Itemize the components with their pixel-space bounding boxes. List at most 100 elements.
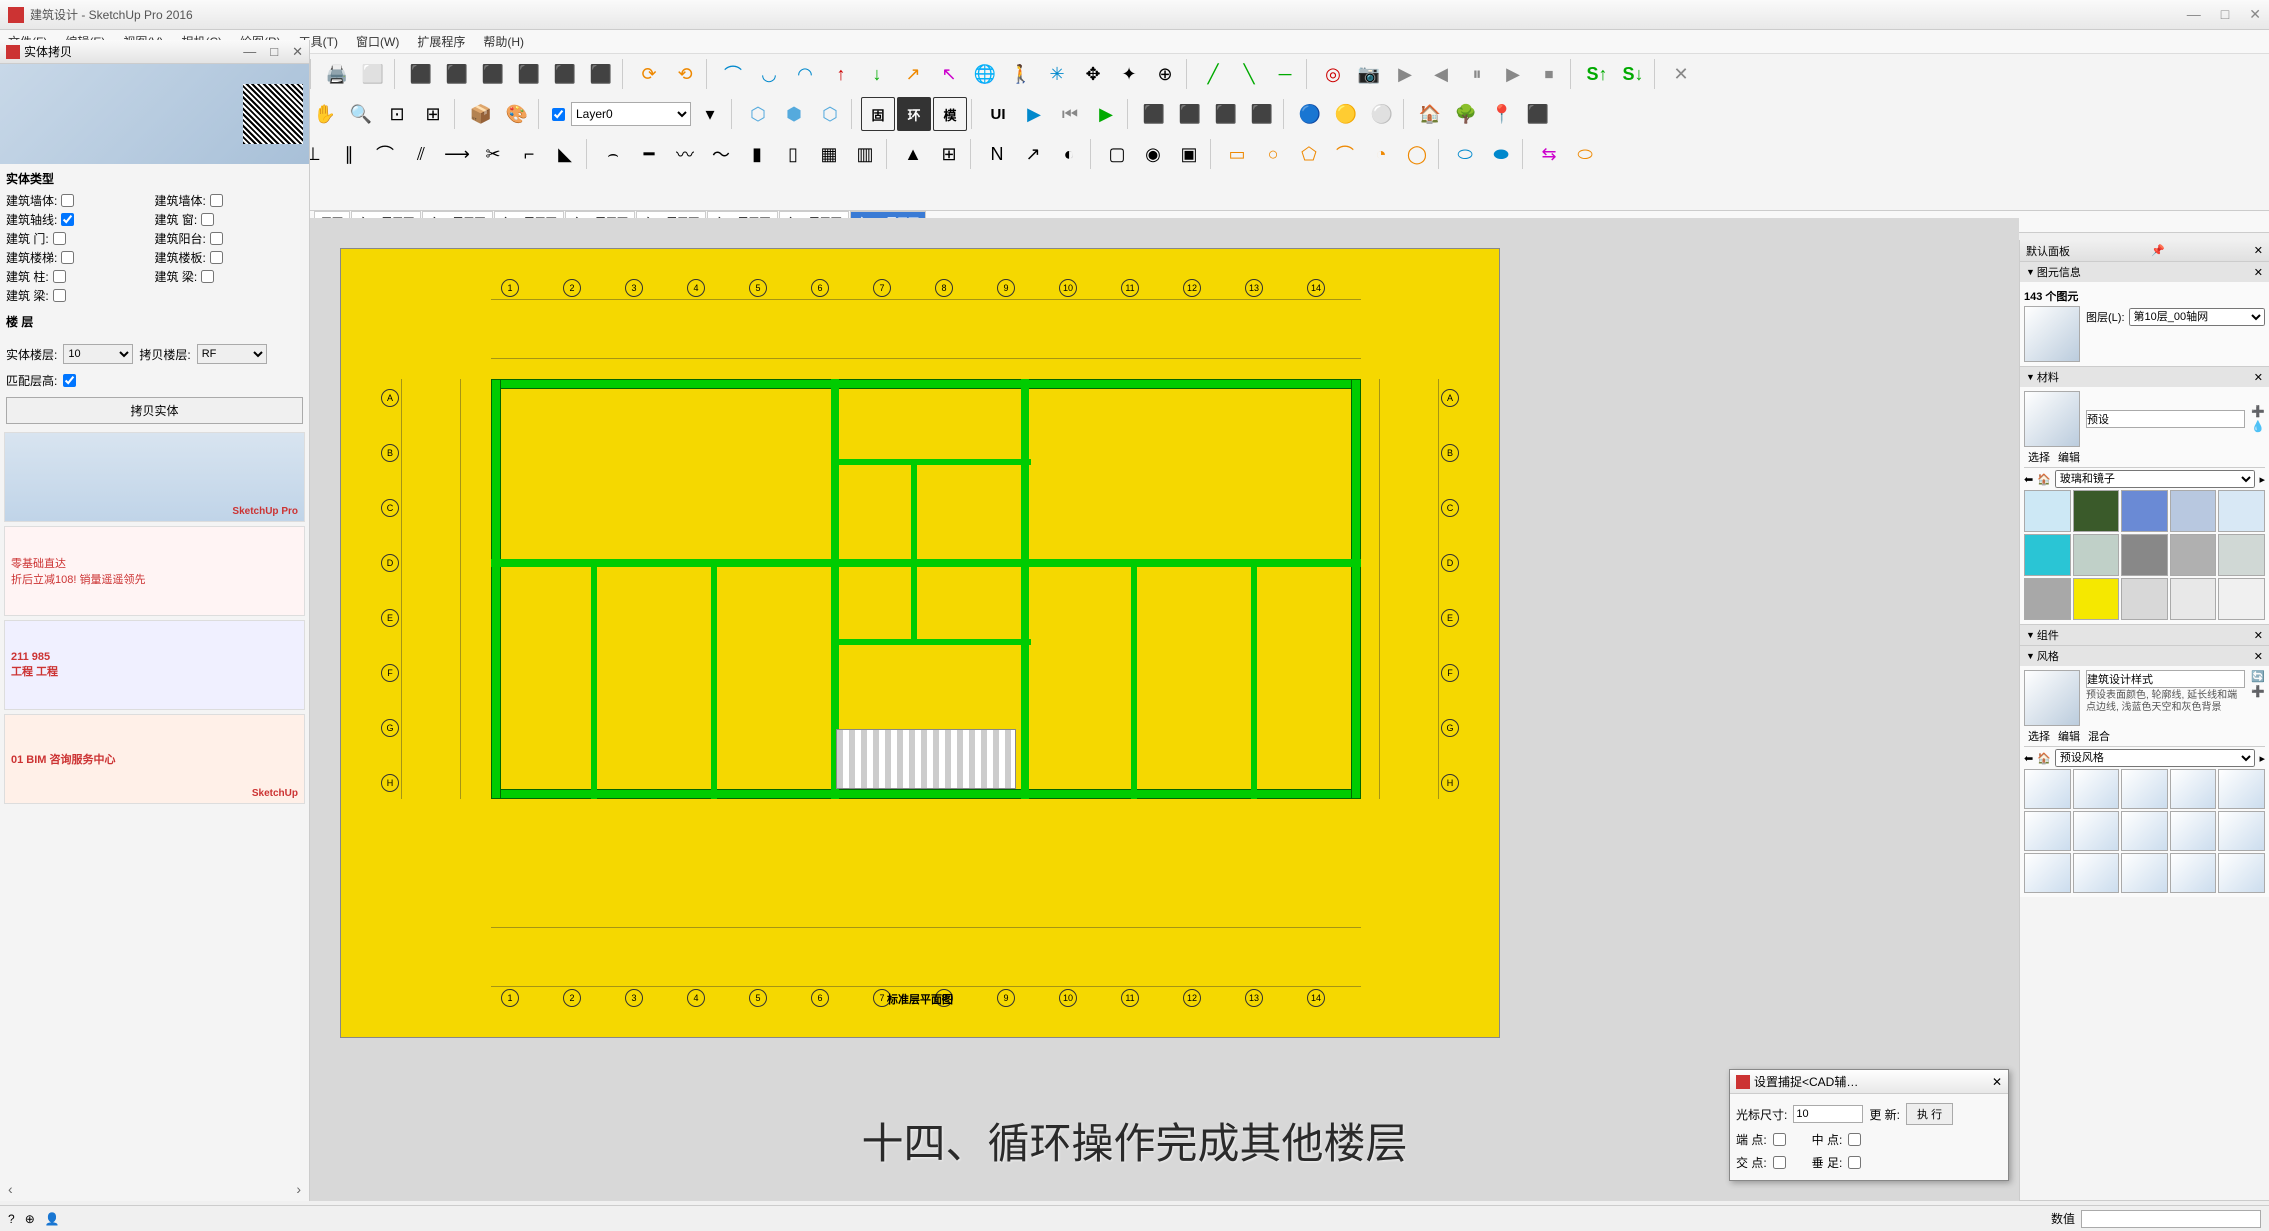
close-icon[interactable]: ✕ — [2254, 650, 2263, 663]
menu-help[interactable]: 帮助(H) — [483, 33, 524, 50]
home-icon[interactable]: 🏠 — [2037, 473, 2051, 486]
tool-tree[interactable]: 🌳 — [1449, 97, 1483, 131]
tool-globe[interactable]: 🌐 — [968, 57, 1002, 91]
style-swatch[interactable] — [2073, 853, 2120, 893]
tool-extend[interactable]: ⟶ — [440, 137, 474, 171]
style-tab-mix[interactable]: 混合 — [2088, 728, 2110, 744]
style-swatch[interactable] — [2121, 769, 2168, 809]
close-button[interactable]: ✕ — [2249, 6, 2261, 23]
tool-shape-poly[interactable]: ⬠ — [1292, 137, 1326, 171]
style-swatch[interactable] — [2170, 769, 2217, 809]
tool-component[interactable]: 📦 — [464, 97, 498, 131]
back-icon[interactable]: ⬅ — [2024, 473, 2033, 486]
tool-north[interactable]: N — [980, 137, 1014, 171]
menu-extensions[interactable]: 扩展程序 — [417, 33, 465, 50]
copy-entity-button[interactable]: 拷贝实体 — [6, 397, 303, 424]
tool-free1[interactable]: ⬭ — [1448, 137, 1482, 171]
material-library-select[interactable]: 玻璃和镜子 — [2055, 470, 2256, 488]
entity-info-title[interactable]: 图元信息 ✕ — [2020, 262, 2269, 282]
menu-window[interactable]: 窗口(W) — [356, 33, 399, 50]
tool-shape-ring[interactable]: ◯ — [1400, 137, 1434, 171]
tray-close[interactable]: ✕ — [2254, 244, 2263, 257]
close-icon[interactable]: ✕ — [2254, 266, 2263, 279]
ad-block[interactable]: 211 985 工程 工程 — [4, 620, 305, 710]
tool-box4[interactable]: ⬛ — [1245, 97, 1279, 131]
chk-door[interactable] — [53, 232, 66, 245]
style-swatch[interactable] — [2024, 811, 2071, 851]
back-icon[interactable]: ⬅ — [2024, 752, 2033, 765]
tool-btn-huan[interactable]: 环 — [897, 97, 931, 131]
material-swatch[interactable] — [2024, 578, 2071, 620]
home-icon[interactable]: 🏠 — [2037, 752, 2051, 765]
style-library-select[interactable]: 预设风格 — [2055, 749, 2256, 767]
material-swatch[interactable] — [2073, 490, 2120, 532]
material-swatch[interactable] — [2170, 578, 2217, 620]
material-swatch[interactable] — [2024, 490, 2071, 532]
tool-rewind[interactable]: ⏮ — [1053, 97, 1087, 131]
tool-free2[interactable]: ⬬ — [1484, 137, 1518, 171]
chk-beam[interactable] — [53, 289, 66, 302]
close-icon[interactable]: ✕ — [2254, 371, 2263, 384]
tool-3d2[interactable]: ⬢ — [777, 97, 811, 131]
tool-arrow-down[interactable]: ↓ — [860, 57, 894, 91]
scroll-right[interactable]: › — [296, 1181, 301, 1201]
tool-line3[interactable]: ─ — [1268, 57, 1302, 91]
tool-close-x[interactable]: ✕ — [1664, 57, 1698, 91]
mat-tab-select[interactable]: 选择 — [2028, 449, 2050, 465]
tool-next[interactable]: ▶ — [1496, 57, 1530, 91]
tool-cube-green[interactable]: ⬛ — [1521, 97, 1555, 131]
panel-min[interactable]: — — [243, 44, 256, 60]
material-swatch[interactable] — [2170, 490, 2217, 532]
tool-display3[interactable]: ▣ — [1172, 137, 1206, 171]
style-tab-edit[interactable]: 编辑 — [2058, 728, 2080, 744]
ad-block[interactable]: 01 BIM 咨询服务中心 SketchUp — [4, 714, 305, 804]
tool-pan[interactable]: ✋ — [308, 97, 342, 131]
tool-camera-icon[interactable]: 📷 — [1352, 57, 1386, 91]
tool-top[interactable]: ⬛ — [440, 57, 474, 91]
chk-beam2[interactable] — [201, 270, 214, 283]
tool-shape-pie[interactable]: ◔ — [1364, 137, 1398, 171]
chk-stair[interactable] — [61, 251, 74, 264]
style-swatch[interactable] — [2170, 811, 2217, 851]
tool-sphere3[interactable]: ⚪ — [1365, 97, 1399, 131]
tool-chamfer[interactable]: ◣ — [548, 137, 582, 171]
cursor-size-input[interactable] — [1793, 1105, 1863, 1123]
tool-spline[interactable]: ～ — [704, 137, 738, 171]
tool-target[interactable]: ◎ — [1316, 57, 1350, 91]
material-name-input[interactable] — [2086, 410, 2245, 428]
tool-line1[interactable]: ╱ — [1196, 57, 1230, 91]
chk-wall2[interactable] — [210, 194, 223, 207]
tool-compass[interactable]: ⊕ — [1148, 57, 1182, 91]
user-icon[interactable]: 👤 — [45, 1212, 60, 1226]
snap-settings-dialog[interactable]: 设置捕捉<CAD辅… ✕ 光标尺寸: 更 新: 执 行 端 点: 中 点: 交 … — [1729, 1069, 2009, 1181]
dst-floor-select[interactable]: RF — [197, 344, 267, 364]
material-swatch[interactable] — [2218, 534, 2265, 576]
tool-zoom-window[interactable]: ⊞ — [416, 97, 450, 131]
tool-house[interactable]: 🏠 — [1413, 97, 1447, 131]
chk-intersection[interactable] — [1773, 1156, 1786, 1169]
tool-person[interactable]: 🚶 — [1004, 57, 1038, 91]
tool-trim[interactable]: ✂ — [476, 137, 510, 171]
style-swatch[interactable] — [2170, 853, 2217, 893]
dialog-close[interactable]: ✕ — [1992, 1075, 2002, 1089]
tool-flag[interactable]: ▲ — [896, 137, 930, 171]
detail-icon[interactable]: ▸ — [2259, 473, 2265, 486]
eyedropper-icon[interactable]: 💧 — [2251, 420, 2265, 433]
tool-right[interactable]: ⬛ — [512, 57, 546, 91]
tool-section1[interactable]: ▮ — [740, 137, 774, 171]
chk-midpoint[interactable] — [1848, 1133, 1861, 1146]
tool-print[interactable]: 🖨️ — [320, 57, 354, 91]
style-swatch[interactable] — [2073, 811, 2120, 851]
maximize-button[interactable]: □ — [2221, 6, 2229, 23]
tool-column[interactable]: ▥ — [848, 137, 882, 171]
panel-close[interactable]: ✕ — [292, 44, 303, 60]
tool-box1[interactable]: ⬛ — [1137, 97, 1171, 131]
material-swatch[interactable] — [2218, 490, 2265, 532]
tool-arc3[interactable]: ◠ — [788, 57, 822, 91]
tool-rotate-ccw[interactable]: ⟲ — [668, 57, 702, 91]
tool-swap-arrow[interactable]: ⇆ — [1532, 137, 1566, 171]
tool-zoom[interactable]: 🔍 — [344, 97, 378, 131]
styles-title[interactable]: 风格 ✕ — [2020, 646, 2269, 666]
tool-sphere2[interactable]: 🟡 — [1329, 97, 1363, 131]
layer-visible-checkbox[interactable] — [552, 108, 565, 121]
